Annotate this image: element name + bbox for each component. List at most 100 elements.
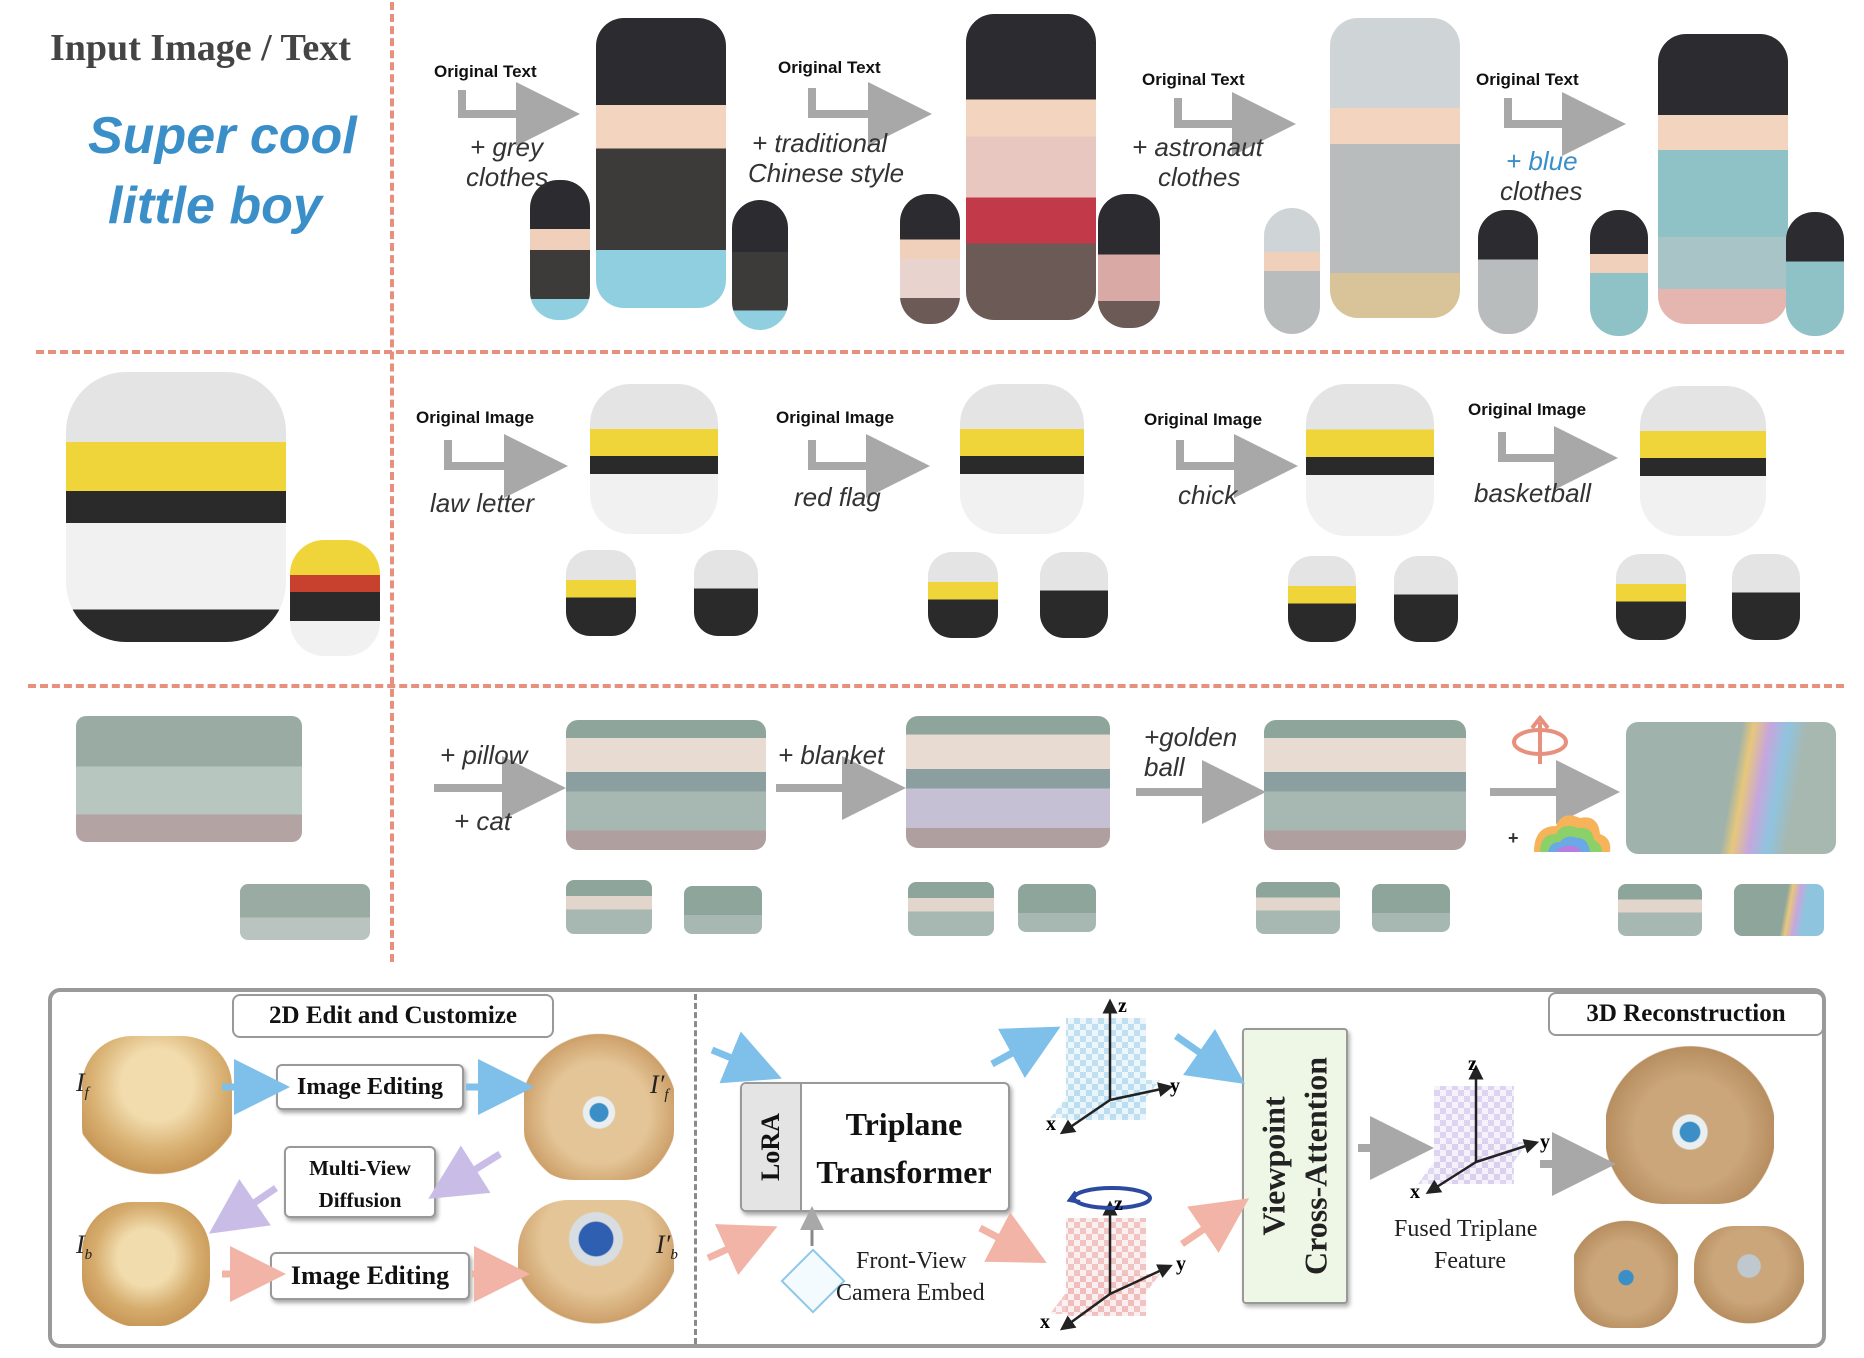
row2-duck-basketball-side1 (1616, 554, 1686, 640)
label-ib: Ib (76, 1230, 93, 1264)
row1-boy-chinese-side2 (1098, 194, 1160, 328)
front-axis-x: x (1046, 1113, 1056, 1135)
fused-axis-y: y (1540, 1131, 1550, 1153)
rotate-around-icon (1072, 1186, 1152, 1210)
front-triplane-grid (1050, 998, 1174, 1135)
row1-boy-astronaut-side1 (1264, 208, 1320, 334)
label-ib-prime: I′b (656, 1230, 678, 1264)
row2-duck-chick-side1 (1288, 556, 1356, 642)
row3-sofa-golden-ball-side2 (1372, 884, 1450, 932)
row1-boy-blue-side2 (1786, 212, 1844, 336)
row1-boy-astronaut (1330, 18, 1460, 318)
row1-boy-original (596, 18, 726, 308)
fused-triplane-grid (1418, 1064, 1540, 1195)
row1-arrow-3 (1174, 92, 1296, 156)
label-if: If (76, 1068, 89, 1102)
dog-front-input (82, 1036, 232, 1176)
dog-3d-result-side2 (1694, 1226, 1804, 1326)
multi-view-diffusion-box: Multi-View Diffusion (284, 1146, 436, 1218)
viewpoint-cross-attention-box: Viewpoint Cross-Attention (1242, 1028, 1348, 1304)
arrow-transformer-to-back-triplane (978, 1212, 1047, 1263)
row1-step4-edit2: clothes (1500, 176, 1583, 206)
dog-back-input (82, 1202, 210, 1326)
fused-triplane-line1: Fused Triplane (1394, 1216, 1538, 1242)
row1-boy-astronaut-side2 (1478, 210, 1538, 334)
lora-block: LoRA (742, 1084, 802, 1210)
row3-sofa-original-back (240, 884, 370, 940)
row2-step3-edit: chick (1178, 480, 1238, 510)
dog-3d-result-side1 (1574, 1216, 1678, 1328)
row1-step4-edit-prefix: + (1506, 146, 1529, 176)
pipeline-right-title: 3D Reconstruction (1548, 992, 1824, 1036)
row1-step1-edit1: + grey (470, 132, 543, 162)
arrow-back-into-transformer (706, 1224, 778, 1276)
row1-step1-edit2: clothes (466, 162, 549, 192)
row2-step3-tag: Original Image (1144, 410, 1263, 429)
prompt-line-1: Super cool (88, 107, 357, 165)
row3-sofa-rainbow-side1 (1618, 884, 1702, 936)
row2-arrow-2 (808, 434, 930, 498)
row3-sofa-original (76, 716, 302, 842)
row1-step1-tag: Original Text (434, 62, 537, 81)
row1-boy-original-side2 (732, 200, 788, 330)
front-axis-z: z (1118, 995, 1127, 1017)
row3-step3-edit1: +golden (1144, 722, 1238, 752)
row1-arrow-1 (458, 82, 580, 146)
row2-duck-basketball (1640, 386, 1766, 536)
triplane-transformer-box: LoRA Triplane Transformer (740, 1082, 1010, 1212)
triplane-line2: Transformer (816, 1154, 992, 1190)
row1-step3-tag: Original Text (1142, 70, 1245, 89)
dog-3d-result (1606, 1044, 1774, 1204)
fused-axis-x: x (1410, 1181, 1420, 1203)
row2-duck-law-side2 (694, 550, 758, 636)
pipeline-divider (694, 994, 697, 1344)
row2-duck-law-side1 (566, 550, 636, 636)
back-axis-z: z (1114, 1193, 1123, 1215)
row3-sofa-golden-ball (1264, 720, 1466, 850)
row2-duck-original (66, 372, 286, 642)
row2-duck-chick-side2 (1394, 556, 1458, 642)
row2-duck-original-back (290, 540, 380, 656)
row2-arrow-3 (1176, 434, 1298, 498)
arrow-mv-from-front (428, 1145, 502, 1199)
multi-view-line1: Multi-View (309, 1156, 411, 1180)
row1-boy-chinese-side1 (900, 194, 960, 324)
row3-step1-edit1: + pillow (440, 740, 528, 770)
dog-back-edited (518, 1200, 674, 1330)
back-axis-x: x (1040, 1311, 1050, 1333)
arrow-back-triplane-to-vca (1180, 1198, 1250, 1253)
row1-boy-chinese (966, 14, 1096, 320)
row1-step3-edit1: + astronaut (1132, 132, 1263, 162)
row1-step2-edit2: Chinese style (748, 158, 905, 188)
arrow-front-into-transformer (710, 1031, 782, 1084)
row2-step2-tag: Original Image (776, 408, 895, 427)
arrow-front-triplane-to-vca (1174, 1029, 1245, 1084)
row3-sofa-blanket-side2 (1018, 884, 1096, 932)
row3-step3-edit2: ball (1144, 752, 1185, 782)
arrow-mv-to-back (208, 1179, 278, 1234)
camera-embed-line1: Front-View (856, 1248, 967, 1274)
row2-step4-tag: Original Image (1468, 400, 1587, 419)
row1-step4-edit1: + blue (1506, 146, 1578, 177)
row3-sofa-pillow-cat-side2 (684, 886, 762, 934)
row2-step1-edit: law letter (430, 488, 535, 518)
row2-duck-basketball-side2 (1732, 554, 1800, 640)
row2-duck-chick (1306, 384, 1434, 536)
row3-sofa-rainbow (1626, 722, 1836, 854)
row1-step2-edit1: + traditional (752, 128, 888, 158)
row3-sofa-rainbow-side2 (1734, 884, 1824, 936)
row3-sofa-pillow-cat (566, 720, 766, 850)
multi-view-line2: Diffusion (318, 1188, 402, 1212)
triplane-line1: Triplane (845, 1106, 963, 1142)
row2-step4-edit: basketball (1474, 478, 1592, 508)
row3-sofa-blanket (906, 716, 1110, 848)
row2-duck-flag (960, 384, 1084, 534)
row1-boy-blue (1658, 34, 1788, 324)
row2-arrow-4 (1498, 426, 1618, 490)
arrow-transformer-to-front-triplane (990, 1026, 1061, 1078)
header-title: Input Image / Text (50, 27, 351, 69)
back-triplane-grid (1050, 1186, 1173, 1331)
row2-arrow-1 (444, 434, 568, 498)
step-arrows-layer (434, 82, 1626, 852)
row2-duck-law (590, 384, 718, 534)
